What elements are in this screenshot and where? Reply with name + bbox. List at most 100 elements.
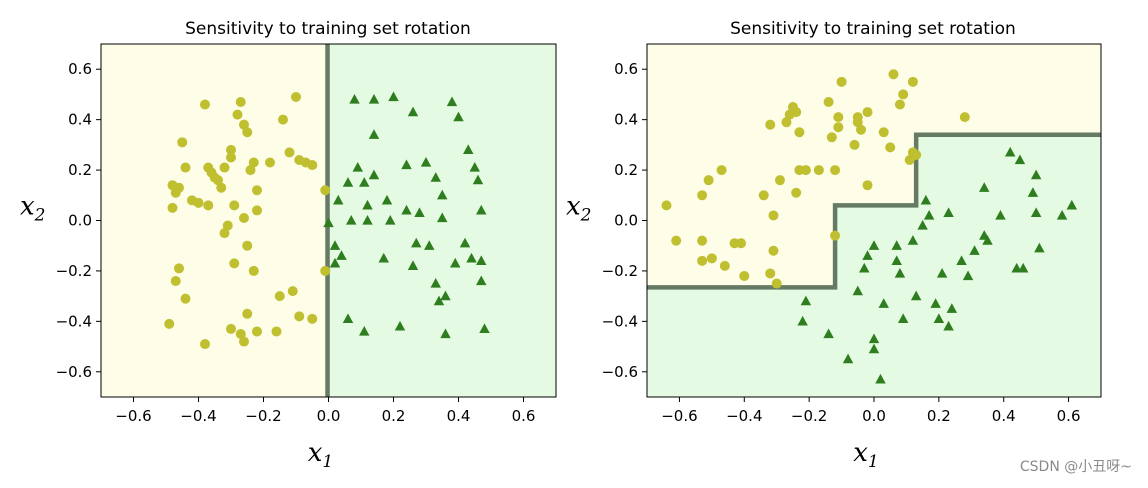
data-point-circle [307, 160, 318, 171]
data-point-triangle [823, 328, 834, 339]
data-point-triangle [923, 209, 935, 220]
data-point-circle [265, 157, 275, 168]
data-point-circle [164, 318, 175, 329]
data-point-triangle [359, 325, 370, 336]
data-point-circle [791, 187, 802, 198]
data-point-circle [765, 119, 776, 130]
data-point-circle [307, 313, 318, 324]
chart-left: Sensitivity to training set rotation −0.… [20, 19, 557, 472]
data-point-circle [791, 107, 802, 118]
data-point-triangle [407, 260, 419, 271]
data-point-circle [232, 109, 243, 120]
data-point-triangle [894, 267, 906, 278]
data-point-triangle [440, 328, 451, 339]
data-point-triangle [1030, 207, 1042, 218]
y-tick-label: −0.2 [56, 262, 92, 280]
data-point-triangle [469, 162, 480, 172]
data-point-triangle [862, 250, 873, 260]
data-point-triangle [424, 240, 435, 250]
data-point-triangle [943, 320, 954, 331]
data-point-circle [833, 112, 844, 123]
data-point-triangle [797, 315, 808, 326]
data-point-triangle [936, 267, 948, 278]
data-point-circle [226, 144, 236, 155]
y-tick-label: −0.6 [56, 363, 92, 381]
data-point-triangle [446, 96, 458, 107]
data-point-circle [291, 91, 301, 102]
data-point-triangle [995, 209, 1006, 220]
x-tick-label: 0.0 [317, 407, 341, 425]
data-point-circle [849, 139, 860, 150]
data-point-circle [768, 245, 779, 256]
x-tick-label: 0.2 [382, 407, 406, 425]
data-point-circle [765, 268, 776, 279]
data-point-triangle [891, 255, 902, 265]
y-tick-label: −0.6 [602, 363, 638, 381]
data-point-triangle [346, 215, 357, 225]
data-point-circle [170, 276, 181, 287]
data-point-triangle [1034, 242, 1045, 253]
data-point-circle [252, 185, 262, 196]
data-point-triangle [1066, 199, 1078, 210]
x-tick-label: −0.6 [115, 407, 151, 425]
data-point-triangle [875, 373, 886, 384]
watermark: CSDN @小丑呀~ [1019, 459, 1132, 475]
data-point-circle [180, 162, 191, 173]
data-point-circle [856, 124, 867, 135]
data-point-triangle [868, 343, 880, 354]
region-class-0 [647, 44, 1101, 288]
data-point-triangle [479, 323, 490, 334]
data-point-triangle [459, 237, 471, 248]
data-point-triangle [933, 313, 945, 323]
data-point-circle [771, 278, 782, 289]
y-tick-label: 0.4 [614, 111, 638, 129]
data-point-circle [252, 326, 262, 337]
data-point-triangle [430, 278, 441, 288]
data-point-circle [774, 175, 785, 186]
data-point-circle [235, 328, 246, 339]
data-point-circle [274, 291, 285, 302]
data-point-triangle [359, 177, 370, 187]
region-class-0 [101, 44, 328, 397]
data-point-circle [226, 152, 236, 163]
x-tick-label: 0.4 [992, 407, 1016, 425]
data-point-triangle [388, 91, 399, 102]
data-point-triangle [1030, 169, 1042, 180]
y-tick-label: 0.6 [614, 60, 638, 78]
data-point-triangle [852, 285, 864, 296]
x-tick-label: −0.4 [726, 407, 762, 425]
y-axis-label: x2 [566, 192, 592, 226]
data-point-circle [739, 270, 750, 281]
data-point-circle [203, 200, 214, 211]
data-point-triangle [329, 257, 341, 268]
data-point-circle [703, 175, 714, 186]
x-axis-label: x1 [853, 438, 879, 472]
data-point-triangle [420, 157, 432, 167]
series-class-1 [323, 91, 490, 339]
data-point-triangle [329, 240, 341, 250]
data-point-triangle [910, 290, 922, 301]
data-point-triangle [352, 162, 363, 172]
data-point-circle [830, 230, 841, 241]
data-point-triangle [453, 111, 464, 122]
data-point-triangle [323, 217, 334, 228]
y-tick-label: 0.0 [68, 212, 92, 230]
decision-boundary [647, 132, 1101, 290]
y-tick-label: 0.4 [68, 111, 92, 129]
data-point-circle [216, 182, 227, 193]
data-point-triangle [336, 250, 347, 260]
x-tick-label: 0.0 [862, 407, 886, 425]
data-point-circle [167, 202, 178, 213]
data-point-triangle [472, 174, 484, 185]
data-point-triangle [430, 172, 441, 182]
data-point-circle [959, 112, 970, 123]
data-point-circle [833, 122, 844, 133]
data-point-circle [716, 165, 727, 176]
data-point-triangle [433, 295, 445, 306]
data-point-triangle [401, 159, 412, 170]
data-point-triangle [920, 194, 932, 205]
data-point-triangle [394, 320, 406, 331]
data-point-circle [193, 197, 204, 208]
data-point-triangle [946, 303, 958, 313]
